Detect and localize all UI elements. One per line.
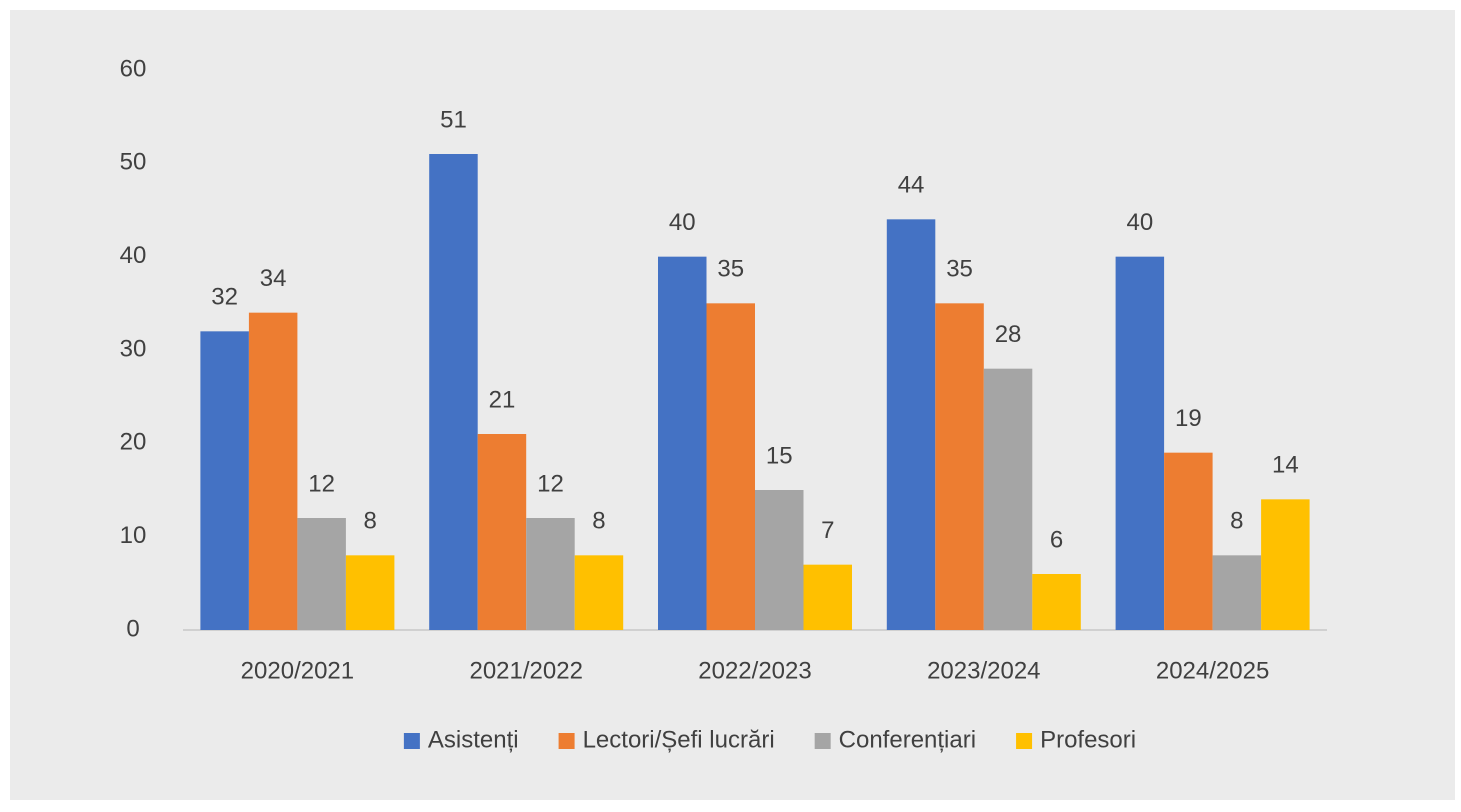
data-label: 8	[1230, 508, 1243, 535]
x-tick-label: 2022/2023	[698, 657, 811, 684]
data-label: 21	[489, 386, 516, 413]
x-tick-label: 2020/2021	[241, 657, 354, 684]
x-tick-label: 2021/2022	[469, 657, 582, 684]
y-tick-label: 40	[120, 242, 147, 269]
data-label: 12	[537, 470, 564, 497]
legend-label: Profesori	[1040, 726, 1136, 753]
bar	[297, 518, 346, 630]
bar	[983, 368, 1033, 630]
data-label: 6	[1050, 526, 1063, 553]
y-tick-label: 20	[120, 429, 147, 456]
bar	[574, 555, 624, 630]
y-tick-label: 60	[120, 55, 147, 82]
bar	[1164, 452, 1213, 630]
data-label: 34	[260, 265, 287, 292]
bar	[1032, 574, 1081, 630]
legend-swatch	[1016, 733, 1033, 749]
data-label: 14	[1272, 452, 1299, 479]
x-tick-label: 2024/2025	[1156, 657, 1269, 684]
bar	[477, 434, 527, 630]
bar	[755, 490, 804, 630]
data-label: 8	[592, 508, 605, 535]
data-label: 40	[1126, 209, 1153, 236]
legend-label: Lectori/Șefi lucrări	[583, 726, 775, 753]
x-tick-label: 2023/2024	[927, 657, 1040, 684]
bar	[345, 555, 395, 630]
y-tick-label: 50	[120, 149, 147, 176]
bar	[935, 303, 984, 630]
data-label: 44	[898, 172, 925, 199]
data-label: 35	[946, 256, 973, 283]
data-label: 12	[308, 470, 335, 497]
data-label: 7	[821, 517, 834, 544]
data-label: 32	[211, 284, 238, 311]
bar	[200, 331, 249, 630]
data-label: 51	[440, 106, 467, 133]
data-label: 19	[1175, 405, 1202, 432]
data-label: 8	[363, 508, 376, 535]
y-tick-label: 10	[120, 522, 147, 549]
bar	[526, 518, 575, 630]
legend-swatch	[403, 733, 420, 749]
data-label: 35	[717, 256, 744, 283]
data-label: 28	[995, 321, 1022, 348]
bar	[886, 219, 936, 631]
legend-label: Asistenți	[428, 726, 519, 753]
y-tick-label: 30	[120, 335, 147, 362]
y-tick-label: 0	[126, 615, 139, 642]
bar	[1115, 256, 1165, 630]
data-label: 15	[766, 442, 793, 469]
bar	[1212, 555, 1262, 630]
bar	[658, 256, 707, 630]
bar	[706, 303, 755, 630]
bar	[248, 312, 298, 630]
bar	[1261, 499, 1310, 630]
legend-label: Conferențiari	[839, 726, 976, 753]
legend-swatch	[558, 733, 575, 749]
legend-swatch	[814, 733, 831, 749]
data-label: 40	[669, 209, 696, 236]
bar	[803, 564, 852, 630]
bar	[429, 154, 478, 630]
